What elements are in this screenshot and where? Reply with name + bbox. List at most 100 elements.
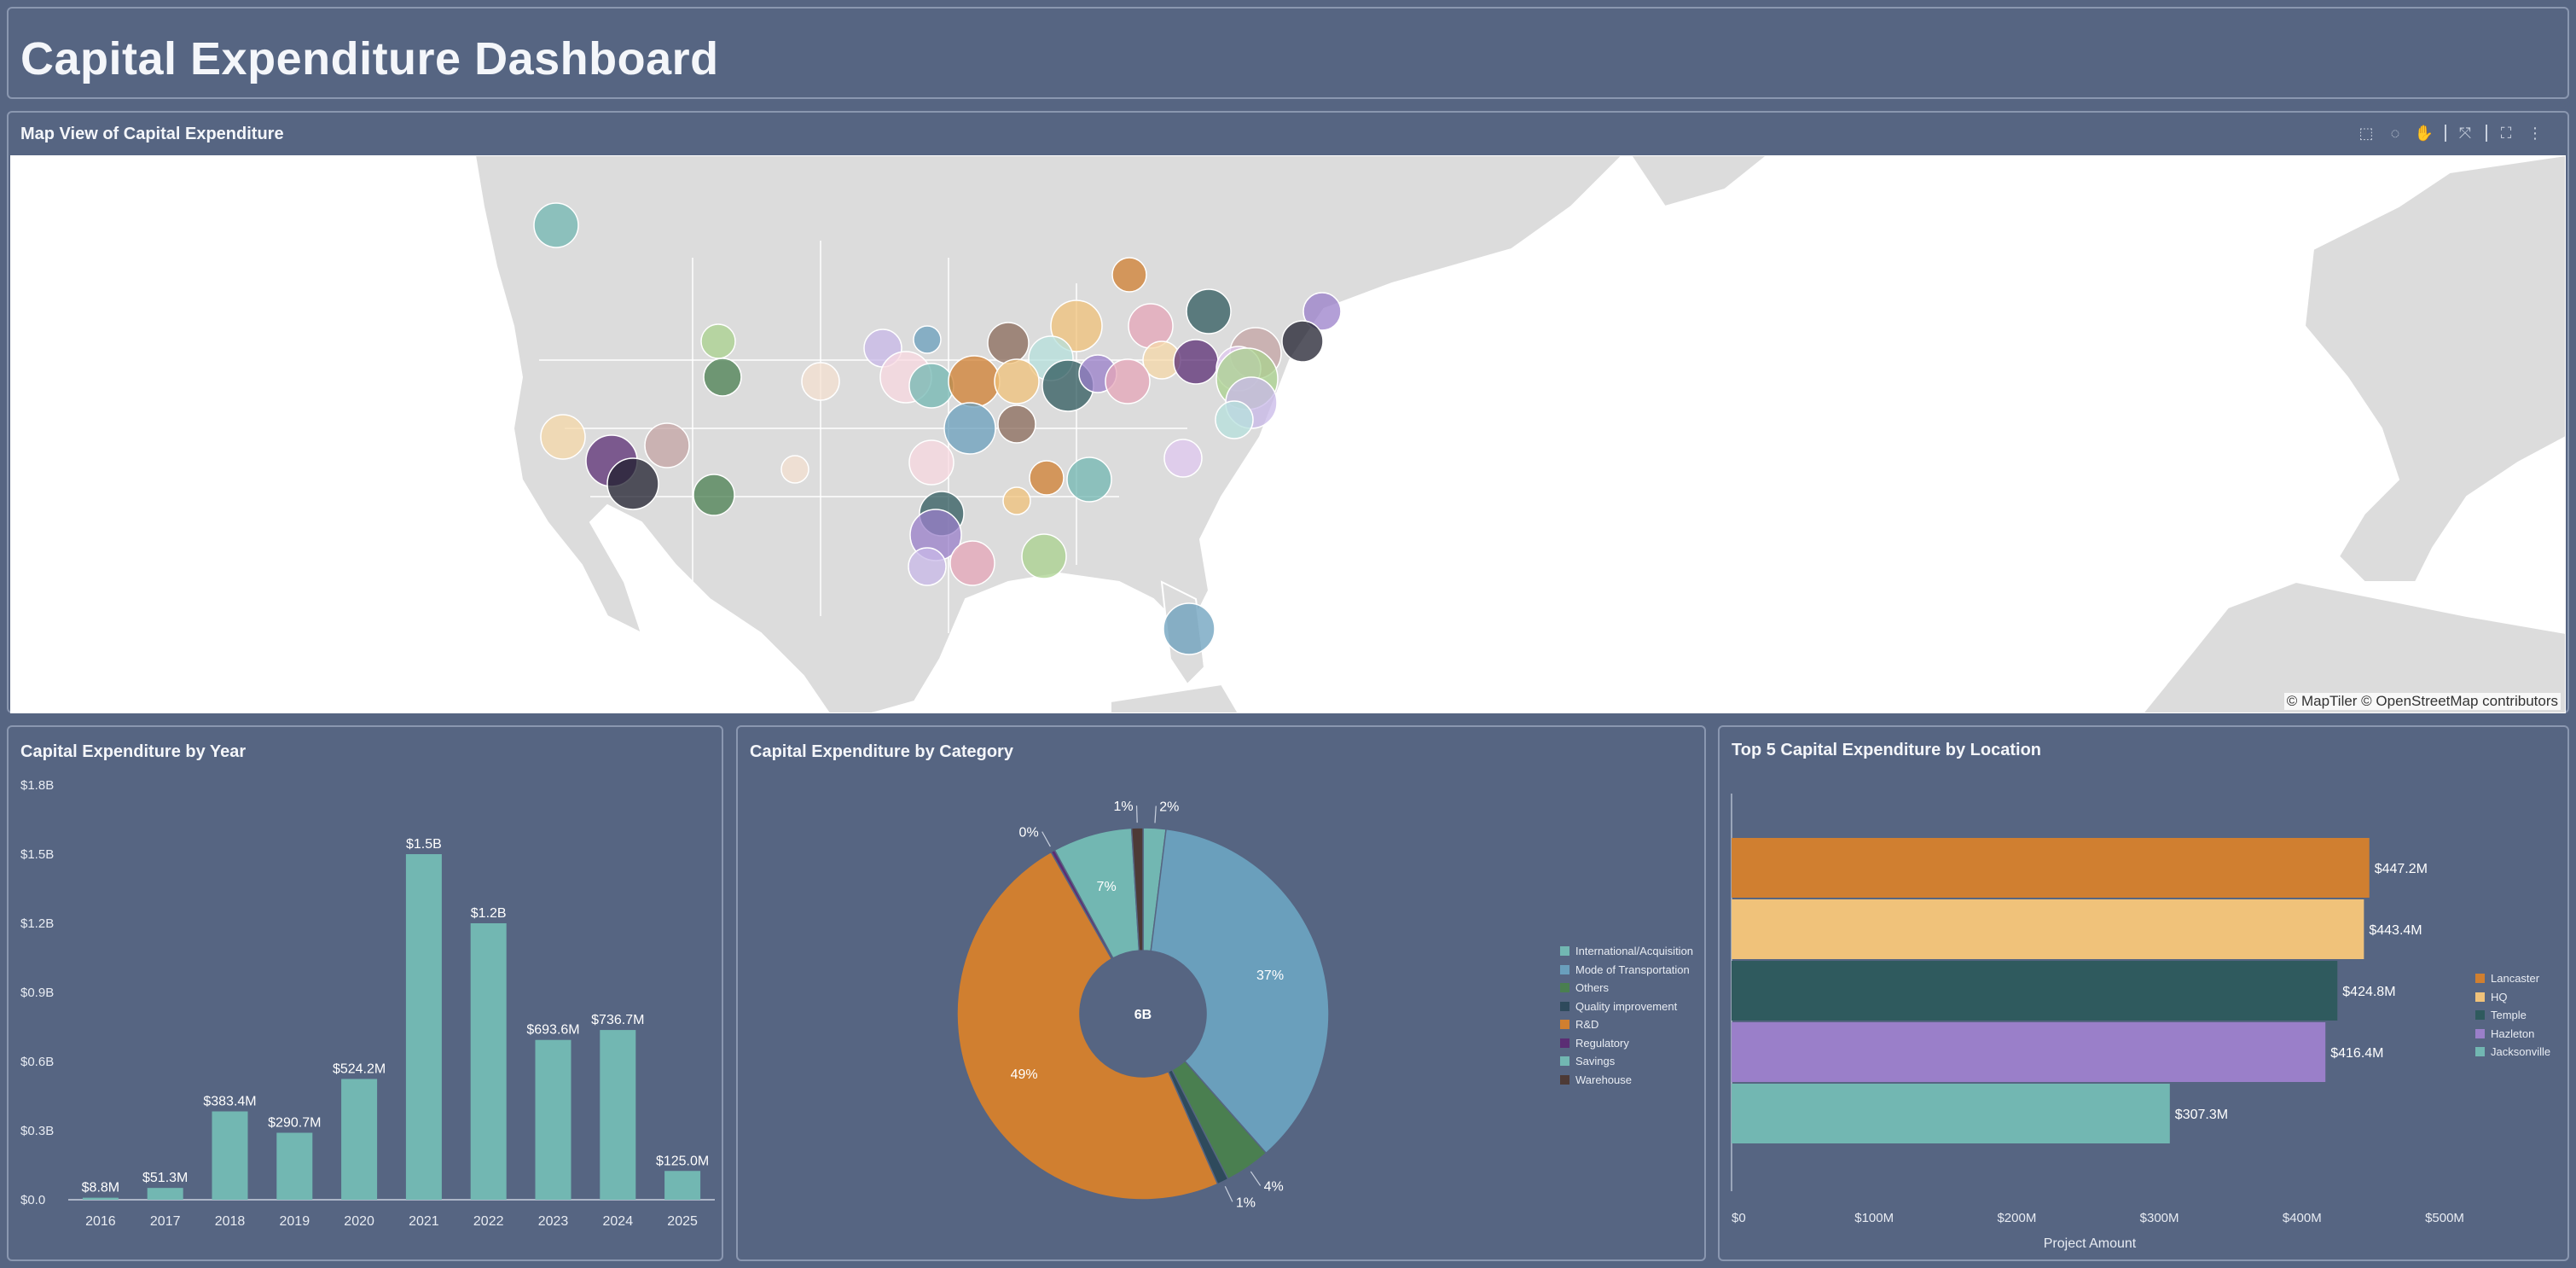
expenditure-bubble[interactable] [1186, 288, 1232, 334]
location-chart-title: Top 5 Capital Expenditure by Location [1732, 741, 2041, 759]
expenditure-bubble[interactable] [1281, 320, 1324, 363]
bar-data-label: $693.6M [526, 1023, 579, 1038]
expenditure-bubble[interactable] [1029, 460, 1065, 496]
slice-r-d[interactable] [956, 851, 1219, 1201]
legend-item[interactable]: Savings [1560, 1052, 1693, 1071]
x-tick-label: 2025 [667, 1214, 698, 1229]
legend-item[interactable]: International/Acquisition [1560, 942, 1693, 961]
legend-swatch [2475, 1028, 2485, 1038]
bar-hq[interactable] [1732, 899, 2364, 959]
location-bar-chart[interactable]: $447.2M $443.4M $424.8M $416.4M $307.3M $0 $10… [1720, 727, 2470, 1259]
legend-swatch [2475, 1010, 2485, 1021]
expenditure-bubble[interactable] [949, 540, 995, 586]
legend-item[interactable]: Jacksonville [2475, 1043, 2550, 1062]
legend-item[interactable]: Quality improvement [1560, 998, 1693, 1016]
bar-data-label: $290.7M [268, 1116, 321, 1131]
legend-item[interactable]: Hazleton [2475, 1025, 2550, 1044]
bar-temple[interactable] [1732, 961, 2338, 1021]
expenditure-bubble[interactable] [703, 358, 742, 397]
legend-item[interactable]: Lancaster [2475, 969, 2550, 988]
bar-2022[interactable] [470, 923, 507, 1200]
expenditure-bubble[interactable] [994, 358, 1040, 404]
expenditure-bubble[interactable] [533, 202, 579, 248]
x-tick-label: 2016 [85, 1214, 116, 1229]
fullscreen-icon[interactable]: ⛶ [2500, 125, 2512, 142]
legend-item[interactable]: Temple [2475, 1006, 2550, 1025]
bar-jacksonville[interactable] [1732, 1084, 2170, 1143]
expenditure-bubble[interactable] [693, 474, 735, 516]
expenditure-bubble[interactable] [1111, 257, 1147, 293]
expenditure-bubble[interactable] [780, 455, 809, 484]
expenditure-bubbles[interactable] [533, 202, 1342, 655]
expenditure-bubble[interactable] [1303, 292, 1342, 331]
expenditure-bubble[interactable] [997, 404, 1036, 444]
expenditure-bubble[interactable] [540, 414, 586, 460]
y-tick-label: $1.5B [20, 847, 54, 862]
legend-label: R&D [1575, 1018, 1599, 1032]
expenditure-bubble[interactable] [1215, 400, 1254, 439]
expenditure-bubble[interactable] [1066, 457, 1112, 503]
bar-2019[interactable] [276, 1132, 313, 1200]
expenditure-bubble[interactable] [1173, 339, 1219, 385]
expenditure-bubble[interactable] [908, 363, 954, 409]
bar-2025[interactable] [664, 1171, 701, 1200]
expenditure-bubble[interactable] [1105, 358, 1151, 404]
legend-item[interactable]: Regulatory [1560, 1034, 1693, 1053]
slice-data-label: 1% [1113, 800, 1133, 814]
expenditure-bubble[interactable] [943, 402, 996, 455]
legend-item[interactable]: R&D [1560, 1015, 1693, 1034]
bar-data-label: $51.3M [142, 1171, 188, 1185]
legend-item[interactable]: Others [1560, 979, 1693, 998]
dashboard-header: Capital Expenditure Dashboard [7, 7, 2569, 99]
legend-item[interactable]: HQ [2475, 988, 2550, 1007]
legend-label: Quality improvement [1575, 999, 1678, 1013]
bar-2018[interactable] [212, 1111, 248, 1200]
map-attribution: © MapTiler © OpenStreetMap contributors [2283, 693, 2561, 710]
slice-leader-line [1135, 806, 1138, 823]
fit-extent-icon[interactable]: ⤧ [2458, 125, 2472, 142]
expenditure-bubble[interactable] [606, 457, 659, 510]
legend-item[interactable]: Mode of Transportation [1560, 961, 1693, 980]
slice-warehouse[interactable] [1130, 827, 1144, 951]
expenditure-bubble[interactable] [1163, 439, 1203, 478]
bar-2023[interactable] [535, 1039, 571, 1200]
more-menu-icon[interactable]: ⋮ [2527, 125, 2543, 142]
select-box-icon[interactable]: ⬚ [2358, 125, 2374, 142]
bar-2024[interactable] [600, 1030, 636, 1200]
lasso-icon[interactable]: ◌ [2390, 125, 2400, 142]
bar-hazleton[interactable] [1732, 1022, 2326, 1082]
expenditure-bubble[interactable] [1002, 486, 1031, 515]
expenditure-bubble[interactable] [801, 362, 840, 401]
pan-hand-icon[interactable]: ✋ [2414, 125, 2434, 142]
map-svg[interactable] [10, 155, 2566, 713]
europe-land [2303, 155, 2566, 583]
map-canvas[interactable]: © MapTiler © OpenStreetMap contributors [10, 155, 2566, 713]
bar-data-label: $383.4M [203, 1094, 256, 1108]
expenditure-bubble[interactable] [948, 355, 1001, 408]
x-tick-label: $400M [2283, 1211, 2322, 1225]
expenditure-bubble[interactable] [1163, 602, 1215, 655]
expenditure-bubble[interactable] [987, 322, 1030, 364]
bar-lancaster[interactable] [1732, 838, 2370, 898]
bar-2021[interactable] [405, 854, 442, 1200]
year-bar-chart[interactable]: $0.0 $0.3B $0.6B $0.9B $1.2B $1.5B $1.8B $8.8M 2… [9, 727, 722, 1259]
bar-data-label: $736.7M [591, 1013, 644, 1027]
expenditure-bubble[interactable] [644, 422, 690, 468]
y-tick-label: $0.6B [20, 1055, 54, 1069]
legend-item[interactable]: Warehouse [1560, 1071, 1693, 1090]
year-chart-panel: Capital Expenditure by Year $0.0 $0.3B $0.… [7, 725, 723, 1261]
bar-2016[interactable] [82, 1197, 119, 1200]
expenditure-bubble[interactable] [908, 547, 947, 586]
expenditure-bubble[interactable] [700, 323, 736, 359]
legend-label: Others [1575, 981, 1610, 995]
x-axis-title: Project Amount [2044, 1236, 2137, 1251]
expenditure-bubble[interactable] [1050, 300, 1103, 352]
expenditure-bubble[interactable] [913, 325, 942, 354]
bar-2017[interactable] [147, 1188, 183, 1200]
expenditure-bubble[interactable] [1021, 533, 1067, 579]
legend-label: Mode of Transportation [1575, 963, 1690, 976]
bar-2020[interactable] [341, 1079, 378, 1200]
donut-center-label: 6B [1134, 1008, 1152, 1022]
expenditure-bubble[interactable] [908, 439, 954, 486]
category-donut-chart[interactable]: 2% 37% 4% 1% 49% 0% 7% 1% 6B [738, 727, 1557, 1259]
